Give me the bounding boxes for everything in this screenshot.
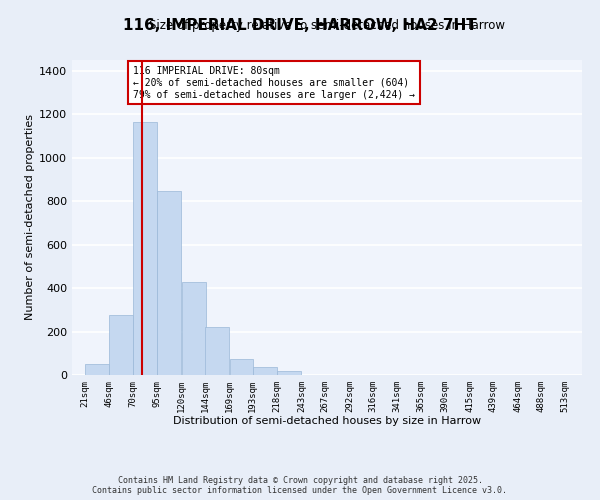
Bar — [85, 364, 109, 375]
Title: Size of property relative to semi-detached houses in Harrow: Size of property relative to semi-detach… — [149, 20, 505, 32]
Bar — [157, 192, 181, 375]
Text: 116, IMPERIAL DRIVE, HARROW, HA2 7HT: 116, IMPERIAL DRIVE, HARROW, HA2 7HT — [123, 18, 477, 32]
Bar — [253, 366, 277, 375]
Bar — [205, 327, 229, 375]
Bar — [109, 316, 133, 375]
Text: 116 IMPERIAL DRIVE: 80sqm
← 20% of semi-detached houses are smaller (604)
79% of: 116 IMPERIAL DRIVE: 80sqm ← 20% of semi-… — [133, 66, 415, 100]
Bar — [277, 370, 301, 375]
Text: Contains HM Land Registry data © Crown copyright and database right 2025.
Contai: Contains HM Land Registry data © Crown c… — [92, 476, 508, 495]
Bar — [230, 358, 253, 375]
Y-axis label: Number of semi-detached properties: Number of semi-detached properties — [25, 114, 35, 320]
Bar — [182, 282, 206, 375]
X-axis label: Distribution of semi-detached houses by size in Harrow: Distribution of semi-detached houses by … — [173, 416, 481, 426]
Bar — [133, 122, 157, 375]
